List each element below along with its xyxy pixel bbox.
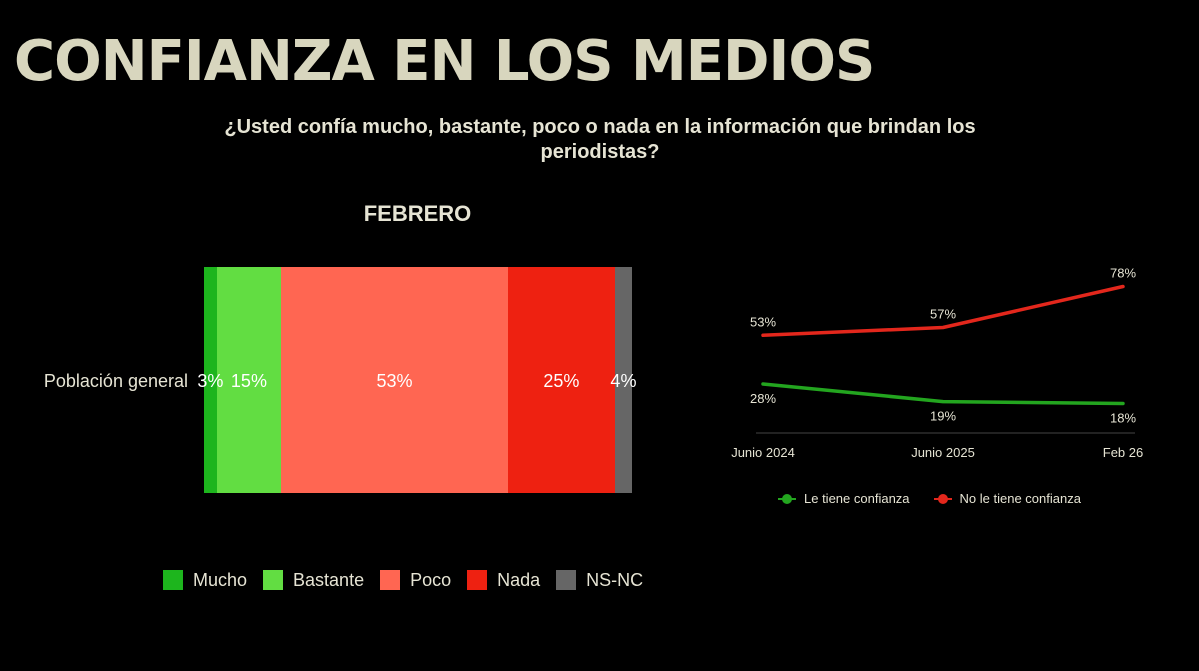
bar-segment-mucho bbox=[204, 267, 217, 493]
line-data-label-no-le-tiene-confianza-0: 53% bbox=[750, 314, 776, 329]
bar-legend: Mucho Bastante Poco Nada NS-NC bbox=[163, 568, 659, 592]
legend-label-mucho: Mucho bbox=[193, 570, 248, 590]
bar-chart-title: FEBRERO bbox=[363, 201, 472, 226]
bar-category-label: Población general bbox=[43, 371, 188, 391]
page-title: CONFIANZA EN LOS MEDIOS bbox=[14, 29, 875, 94]
line-legend-label-no-le-tiene-confianza: No le tiene confianza bbox=[959, 491, 1081, 506]
legend-swatch-bastante bbox=[263, 570, 284, 590]
stacked-bar: 3% 15% 53% 25% 4% bbox=[197, 267, 636, 493]
legend-label-ns-nc: NS-NC bbox=[586, 570, 644, 590]
line-data-label-no-le-tiene-confianza-1: 57% bbox=[930, 307, 956, 322]
legend-swatch-ns-nc bbox=[556, 570, 577, 590]
line-legend-item-no-le-tiene-confianza: No le tiene confianza bbox=[933, 490, 1081, 508]
legend-swatch-mucho bbox=[163, 570, 183, 590]
bar-segment-poco bbox=[281, 267, 508, 493]
bar-data-label-bastante: 15% bbox=[230, 371, 267, 391]
legend-item-ns-nc: NS-NC bbox=[556, 568, 643, 592]
bar-data-label-nada: 25% bbox=[543, 371, 580, 391]
bar-segment-ns-nc bbox=[614, 267, 632, 493]
bar-segment-nada bbox=[507, 267, 615, 493]
bar-data-label-mucho: 3% bbox=[197, 371, 224, 391]
line-series-no-le-tiene-confianza bbox=[761, 284, 1125, 338]
legend-label-bastante: Bastante bbox=[293, 570, 365, 590]
line-legend-marker-le-tiene-confianza bbox=[778, 494, 796, 504]
legend-item-mucho: Mucho bbox=[163, 568, 247, 592]
line-data-label-no-le-tiene-confianza-2: 78% bbox=[1110, 266, 1136, 281]
bar-data-label-ns-nc: 4% bbox=[610, 371, 637, 391]
legend-item-bastante: Bastante bbox=[263, 568, 364, 592]
legend-item-poco: Poco bbox=[380, 568, 451, 592]
line-legend-item-le-tiene-confianza: Le tiene confianza bbox=[778, 490, 910, 508]
line-legend: Le tiene confianza No le tiene confianza bbox=[778, 489, 1105, 509]
x-tick-label-feb-26: Feb 26 bbox=[1103, 445, 1143, 460]
line-chart: 28% 19% 18% 53% 57% 78% Junio 2024 Junio 2025 F… bbox=[731, 266, 1143, 461]
line-data-label-le-tiene-confianza-1: 19% bbox=[930, 409, 956, 424]
x-tick-label-junio-2024: Junio 2024 bbox=[731, 445, 795, 460]
bar-data-label-poco: 53% bbox=[376, 371, 413, 391]
legend-label-nada: Nada bbox=[497, 570, 541, 590]
line-data-label-le-tiene-confianza-2: 18% bbox=[1110, 411, 1136, 426]
line-legend-marker-no-le-tiene-confianza bbox=[933, 494, 952, 504]
x-tick-label-junio-2025: Junio 2025 bbox=[911, 445, 975, 460]
bar-segment-bastante bbox=[216, 267, 282, 493]
legend-label-poco: Poco bbox=[410, 570, 452, 590]
line-series-le-tiene-confianza bbox=[761, 382, 1125, 406]
legend-item-nada: Nada bbox=[467, 568, 540, 592]
line-data-label-le-tiene-confianza-0: 28% bbox=[750, 391, 776, 406]
line-legend-label-le-tiene-confianza: Le tiene confianza bbox=[804, 491, 910, 506]
legend-swatch-poco bbox=[380, 570, 401, 590]
legend-swatch-nada bbox=[467, 570, 488, 590]
chart-question: ¿Usted confía mucho, bastante, poco o na… bbox=[224, 116, 976, 163]
